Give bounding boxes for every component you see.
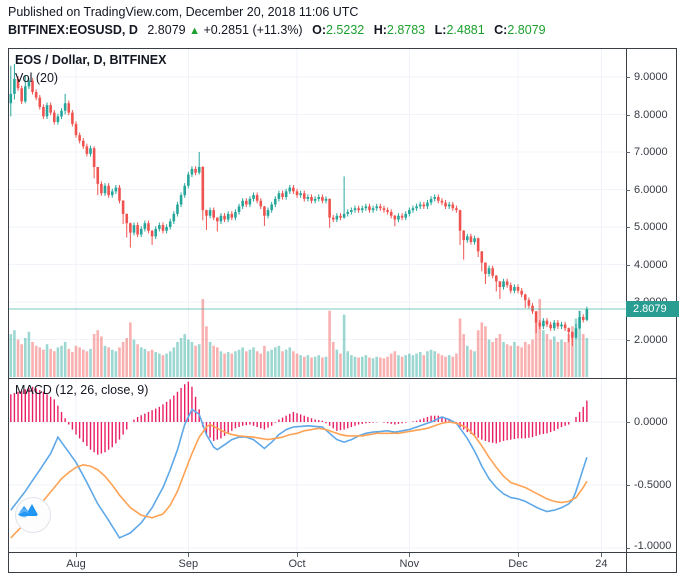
macd-axis-label: -0.5000	[634, 479, 672, 491]
open-value: 2.5232	[325, 23, 365, 37]
time-axis-tick	[409, 553, 411, 557]
time-axis-label: Nov	[399, 558, 420, 570]
time-axis-label: Sep	[178, 558, 199, 570]
price-axis-label: 2.0000	[634, 333, 668, 346]
panel-separator	[9, 378, 676, 379]
macd-axis-tick	[626, 485, 630, 486]
price-axis-label: 5.0000	[634, 221, 668, 233]
macd-indicator-label: MACD (12, 26, close, 9)	[15, 383, 149, 397]
last-price: 2.8079	[147, 23, 186, 37]
volume-indicator-label: Vol (20)	[15, 71, 59, 85]
tradingview-logo[interactable]	[15, 497, 51, 533]
macd-chart-area[interactable]	[9, 379, 626, 552]
price-axis-tick	[626, 189, 630, 191]
up-triangle-icon: ▲	[189, 25, 200, 37]
price-axis-tick	[626, 152, 630, 153]
price-axis-label: 6.0000	[634, 183, 668, 196]
price-axis-label: 4.0000	[634, 258, 668, 271]
published-line: Published on TradingView.com, December 2…	[8, 5, 359, 19]
time-axis-label: 24	[595, 558, 608, 570]
time-axis-separator	[9, 552, 676, 553]
last-price-badge: 2.8079	[626, 301, 679, 317]
time-axis-tick	[601, 553, 603, 557]
price-change: +0.2851 (+11.3%)	[203, 23, 303, 37]
time-axis-label: Dec	[508, 558, 528, 570]
symbol-line: BITFINEX:EOSUSD, D 2.8079 ▲ +0.2851 (+11…	[8, 23, 546, 37]
close-label: C:	[494, 23, 508, 37]
time-axis-tick	[518, 553, 520, 557]
high-label: H:	[373, 23, 387, 37]
low-value: 2.4881	[446, 23, 485, 37]
chart-title: EOS / Dollar, D, BITFINEX	[15, 53, 167, 67]
low-label: L:	[434, 23, 447, 37]
open-label: O:	[312, 23, 326, 37]
close-value: 2.8079	[507, 23, 546, 37]
price-axis-tick	[626, 114, 630, 116]
macd-axis-tick	[626, 422, 630, 423]
price-axis-tick	[626, 77, 630, 78]
price-chart-area[interactable]	[9, 49, 626, 378]
tradingview-logo-icon	[18, 504, 38, 518]
chart-widget: EOS / Dollar, D, BITFINEX Vol (20) MACD …	[8, 48, 679, 573]
time-axis-label: Aug	[66, 558, 86, 570]
price-axis-label: 9.0000	[634, 71, 668, 83]
price-axis-tick	[626, 339, 630, 341]
macd-axis-label: 0.0000	[634, 416, 668, 428]
time-axis-tick	[188, 553, 190, 557]
symbol-name: BITFINEX:EOSUSD, D	[8, 23, 138, 37]
macd-axis-tick	[626, 548, 630, 549]
price-axis-tick	[626, 227, 630, 228]
price-axis-label: 7.0000	[634, 146, 668, 158]
high-value: 2.8783	[386, 23, 426, 37]
time-axis-label: Oct	[288, 558, 306, 570]
price-axis-tick	[626, 264, 630, 266]
price-axis-label: 8.0000	[634, 108, 668, 121]
time-axis-tick	[76, 553, 77, 557]
time-axis-tick	[297, 553, 299, 557]
macd-axis-label: -1.0000	[634, 540, 672, 552]
